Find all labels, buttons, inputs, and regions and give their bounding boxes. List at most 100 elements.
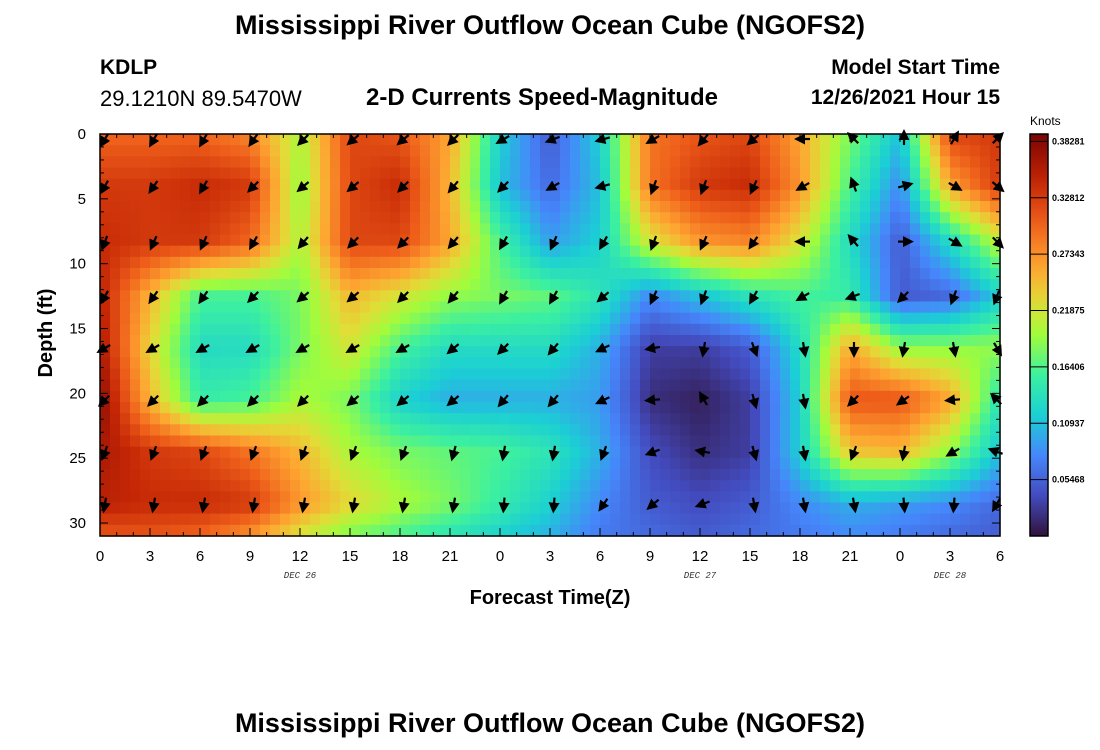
heatmap-cell: [120, 245, 131, 258]
heatmap-cell: [290, 524, 301, 537]
heatmap-cell: [420, 245, 431, 258]
heatmap-cell: [930, 156, 941, 169]
heatmap-cell: [390, 301, 401, 314]
heatmap-cell: [530, 256, 541, 269]
heatmap-cell: [820, 413, 831, 425]
heatmap-cell: [380, 390, 391, 403]
heatmap-cell: [500, 167, 511, 180]
heatmap-cell: [180, 201, 191, 213]
heatmap-cell: [880, 290, 891, 303]
heatmap-cell: [140, 268, 151, 280]
heatmap-cell: [280, 223, 291, 236]
heatmap-cell: [610, 189, 621, 202]
heatmap-cell: [720, 368, 731, 381]
heatmap-cell: [480, 368, 491, 381]
heatmap-cell: [520, 189, 531, 202]
heatmap-cell: [730, 357, 741, 370]
heatmap-cell: [280, 234, 291, 247]
heatmap-cell: [300, 402, 311, 414]
heatmap-cell: [720, 301, 731, 314]
heatmap-cell: [990, 513, 1001, 526]
heatmap-cell: [340, 189, 351, 202]
heatmap-cell: [670, 379, 681, 392]
current-arrow: [448, 497, 460, 514]
heatmap-cell: [660, 145, 671, 157]
heatmap-cell: [650, 413, 661, 425]
heatmap-cell: [190, 457, 201, 470]
heatmap-cell: [760, 156, 771, 169]
heatmap-cell: [530, 502, 541, 515]
heatmap-cell: [390, 357, 401, 370]
heatmap-cell: [220, 446, 231, 459]
heatmap-cell: [630, 368, 641, 381]
heatmap-cell: [100, 212, 111, 224]
heatmap-cell: [490, 312, 501, 325]
heatmap-cell: [340, 201, 351, 213]
x-tick-label: 0: [896, 548, 904, 565]
heatmap-cell: [450, 145, 461, 157]
heatmap-cell: [230, 480, 241, 492]
heatmap-cell: [290, 167, 301, 180]
heatmap-cell: [610, 212, 621, 224]
heatmap-cell: [990, 357, 1001, 370]
heatmap-cell: [100, 145, 111, 157]
heatmap-cell: [540, 357, 551, 370]
heatmap-cell: [180, 469, 191, 481]
heatmap-cell: [960, 446, 971, 459]
heatmap-cell: [800, 390, 811, 403]
current-arrow: [749, 179, 760, 195]
heatmap-cell: [880, 301, 891, 314]
heatmap-cell: [410, 201, 421, 213]
heatmap-cell: [150, 502, 161, 515]
heatmap-cell: [750, 301, 761, 314]
heatmap-cell: [780, 245, 791, 258]
heatmap-cell: [170, 312, 181, 325]
current-arrow: [798, 341, 810, 358]
heatmap-cell: [830, 290, 841, 303]
x-tick-label: 9: [246, 548, 254, 565]
heatmap-cell: [560, 446, 571, 459]
x-tick-label: 18: [392, 548, 409, 565]
heatmap-cell: [400, 357, 411, 370]
heatmap-cell: [330, 524, 341, 537]
heatmap-cell: [640, 145, 651, 157]
heatmap-cell: [580, 424, 591, 437]
heatmap-cell: [280, 346, 291, 358]
heatmap-cell: [270, 379, 281, 392]
heatmap-cell: [710, 312, 721, 325]
heatmap-cell: [560, 469, 571, 481]
heatmap-cell: [840, 413, 851, 425]
heatmap-cell: [210, 201, 221, 213]
heatmap-cell: [180, 268, 191, 280]
heatmap-cell: [930, 201, 941, 213]
heatmap-cell: [930, 346, 941, 358]
heatmap-cell: [390, 312, 401, 325]
heatmap-cell: [170, 435, 181, 448]
heatmap-cell: [440, 245, 451, 258]
heatmap-cell: [330, 212, 341, 224]
heatmap-cell: [180, 178, 191, 191]
heatmap-cell: [120, 446, 131, 459]
heatmap-cell: [590, 368, 601, 381]
heatmap-cell: [510, 189, 521, 202]
current-arrow: [849, 176, 860, 192]
heatmap-cell: [810, 368, 821, 381]
heatmap-cell: [840, 134, 851, 146]
heatmap-cell: [580, 268, 591, 280]
heatmap-cell: [880, 212, 891, 224]
heatmap-cell: [730, 524, 741, 537]
heatmap-cell: [280, 446, 291, 459]
heatmap-cell: [480, 446, 491, 459]
heatmap-cell: [840, 446, 851, 459]
heatmap-cell: [160, 223, 171, 236]
current-arrow: [948, 497, 960, 514]
heatmap-cell: [300, 279, 311, 291]
heatmap-cell: [650, 212, 661, 224]
heatmap-cell: [960, 502, 971, 515]
heatmap-cell: [430, 424, 441, 437]
heatmap-cell: [460, 357, 471, 370]
heatmap-cell: [610, 469, 621, 481]
heatmap-cell: [450, 368, 461, 381]
heatmap-cell: [240, 167, 251, 180]
heatmap-cell: [240, 279, 251, 291]
